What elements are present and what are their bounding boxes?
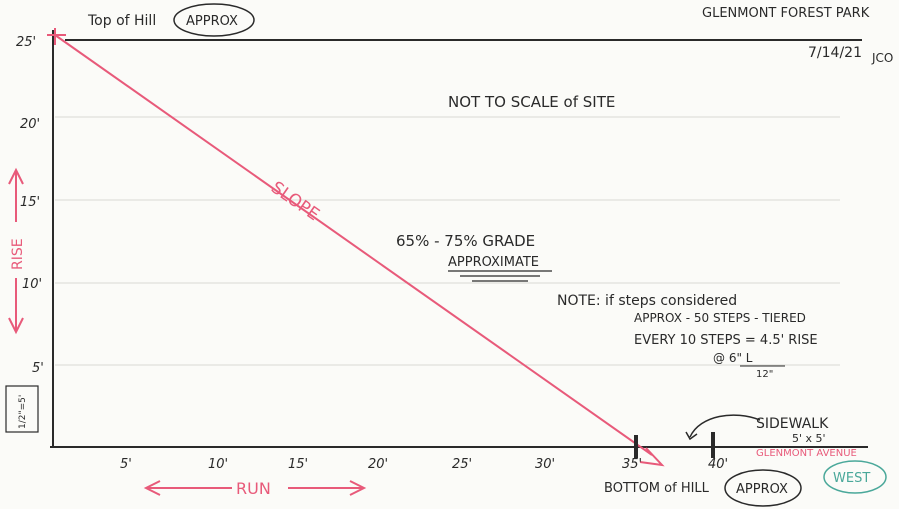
run-label: RUN — [236, 479, 271, 498]
steps-note-line: NOTE: if steps considered — [557, 293, 737, 309]
bottom-of-hill-label: BOTTOM of HILL — [604, 481, 710, 496]
rise-label: RISE — [10, 238, 26, 270]
steps-note-line: 12" — [756, 369, 773, 380]
approximate-note: APPROXIMATE — [448, 255, 539, 270]
x-tick-label: 40' — [708, 457, 728, 472]
sidewalk-label: SIDEWALK — [756, 416, 829, 432]
x-tick-label: 5' — [120, 457, 132, 472]
steps-note-line: APPROX - 50 STEPS - TIERED — [634, 311, 806, 325]
y-tick-label: 25' — [16, 35, 36, 50]
x-tick-label: 30' — [535, 457, 555, 472]
sidewalk-size: 5' x 5' — [792, 432, 826, 445]
x-tick-label: 20' — [368, 457, 388, 472]
slope-label: SLOPE — [267, 178, 323, 225]
slope-arrowhead — [640, 448, 662, 465]
y-tick-label: 20' — [20, 117, 40, 132]
scale-label: 1/2"=5' — [18, 395, 28, 429]
sketch-date: 7/14/21 — [808, 45, 862, 61]
y-tick-label: 15' — [20, 195, 40, 210]
x-tick-label: 25' — [452, 457, 472, 472]
site-name: GLENMONT FOREST PARK — [702, 6, 870, 21]
sidewalk-pointer — [690, 415, 760, 437]
grade-note: 65% - 75% GRADE — [396, 232, 535, 250]
y-tick-label: 10' — [22, 277, 42, 292]
west-label: WEST — [833, 471, 870, 486]
x-tick-label: 15' — [288, 457, 308, 472]
not-to-scale-note: NOT TO SCALE of SITE — [448, 93, 615, 111]
top-of-hill-label: Top of Hill — [87, 13, 156, 29]
x-tick-label: 35' — [622, 457, 642, 472]
steps-note-line: EVERY 10 STEPS = 4.5' RISE — [634, 333, 818, 348]
top-approx-label: APPROX — [186, 14, 238, 29]
sketch-initials: JCO — [871, 51, 893, 65]
y-tick-label: 5' — [32, 361, 44, 376]
bottom-approx-label: APPROX — [736, 482, 788, 497]
x-tick-label: 10' — [208, 457, 228, 472]
steps-note-line: @ 6" L — [713, 351, 753, 365]
avenue-label: GLENMONT AVENUE — [756, 448, 857, 459]
